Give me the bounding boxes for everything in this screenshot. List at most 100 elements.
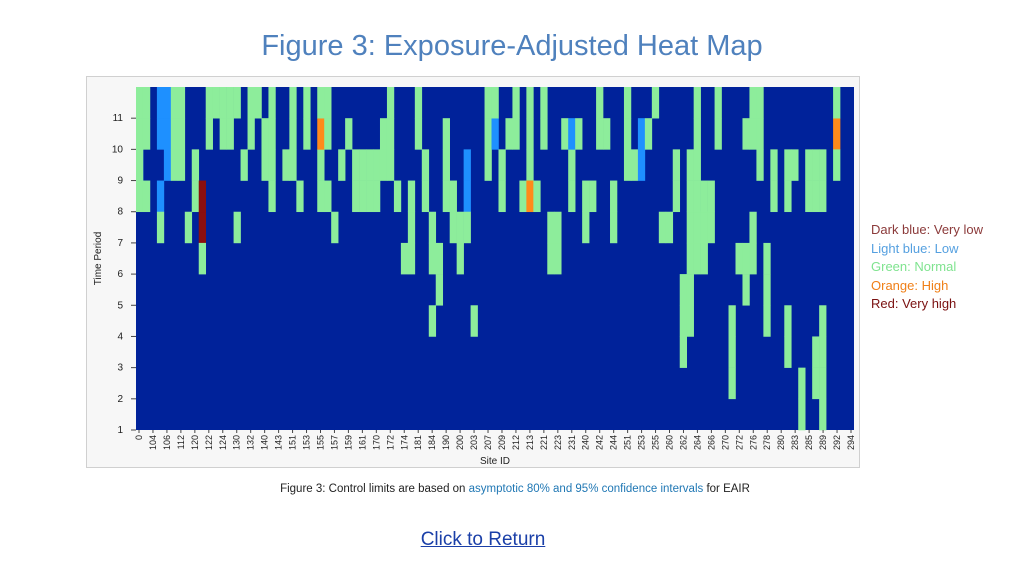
heatmap-cell bbox=[644, 118, 653, 150]
x-tick-label: 276 bbox=[748, 435, 758, 450]
x-tick-label: 242 bbox=[595, 435, 605, 450]
heatmap-cell bbox=[442, 180, 450, 213]
heatmap-cell bbox=[379, 149, 388, 181]
heatmap-cell bbox=[610, 180, 618, 213]
heatmap-cell bbox=[386, 149, 395, 181]
heatmap-cell bbox=[136, 149, 144, 181]
x-tick-label: 112 bbox=[176, 435, 186, 449]
heatmap-cell bbox=[533, 180, 541, 213]
heatmap-cell bbox=[442, 149, 450, 181]
heatmap-cell bbox=[373, 180, 381, 213]
x-tick-label: 190 bbox=[441, 435, 451, 450]
heatmap-cell bbox=[623, 87, 632, 119]
heatmap-cell bbox=[693, 180, 701, 213]
heatmap-cell bbox=[136, 180, 144, 213]
heatmap-cell bbox=[679, 274, 687, 306]
heatmap-cell bbox=[547, 211, 555, 244]
legend-item: Green: Normal bbox=[871, 259, 957, 274]
heatmap-cell bbox=[386, 87, 395, 119]
heatmap-cell bbox=[693, 242, 701, 275]
heatmap-cell bbox=[679, 336, 687, 368]
heatmap-cell bbox=[407, 180, 416, 213]
heatmap-cell bbox=[289, 118, 297, 150]
heatmap-cell bbox=[470, 305, 478, 337]
heatmap-cell bbox=[547, 242, 555, 275]
heatmap-cell bbox=[498, 180, 506, 213]
heatmap-cell bbox=[742, 118, 750, 150]
heatmap-cell bbox=[421, 180, 430, 213]
x-tick-label: 130 bbox=[232, 435, 242, 450]
heatmap-cell bbox=[812, 180, 820, 213]
heatmap-cell bbox=[352, 149, 360, 181]
y-tick-label: 8 bbox=[117, 207, 123, 218]
heatmap-cell bbox=[198, 180, 207, 213]
x-tick-label: 170 bbox=[371, 435, 381, 450]
heatmap-cell bbox=[651, 87, 660, 119]
heatmap-cell bbox=[261, 118, 269, 150]
heatmap-cell bbox=[177, 87, 186, 119]
y-tick-label: 5 bbox=[117, 300, 123, 311]
y-axis-title: Time Period bbox=[93, 232, 104, 286]
heatmap-cell bbox=[714, 87, 722, 119]
heatmap-cell bbox=[819, 336, 827, 368]
heatmap-cell bbox=[742, 242, 750, 275]
heatmap-cell bbox=[561, 118, 569, 150]
heatmap-cell bbox=[693, 118, 701, 150]
x-tick-label: 155 bbox=[315, 435, 325, 450]
heatmap-cell bbox=[686, 242, 694, 275]
heatmap-cell bbox=[428, 305, 437, 337]
x-tick-label: 159 bbox=[343, 435, 353, 450]
heatmap-cell bbox=[142, 118, 151, 150]
x-tick-label: 264 bbox=[692, 435, 702, 450]
heatmap-cell bbox=[623, 149, 632, 181]
y-tick-label: 9 bbox=[117, 176, 123, 187]
heatmap-cell bbox=[819, 305, 827, 337]
heatmap-cell bbox=[379, 118, 388, 150]
x-tick-label: 161 bbox=[357, 435, 367, 450]
heatmap-cell bbox=[812, 336, 820, 368]
heatmap-cell bbox=[665, 211, 674, 244]
heatmap-cell bbox=[191, 149, 200, 181]
heatmap-cell bbox=[700, 242, 708, 275]
heatmap-cell bbox=[728, 367, 736, 400]
heatmap-cell bbox=[226, 118, 234, 150]
heatmap-cell bbox=[554, 211, 562, 244]
heatmap-cell bbox=[177, 118, 186, 150]
heatmap-cell bbox=[686, 211, 694, 244]
heatmap-cell bbox=[456, 211, 464, 244]
heatmap-cell bbox=[170, 118, 179, 150]
heatmap-cell bbox=[142, 180, 151, 213]
heatmap-cell bbox=[540, 118, 548, 150]
x-tick-label: 255 bbox=[651, 435, 661, 450]
heatmap-cell bbox=[798, 398, 806, 431]
return-link[interactable]: Click to Return bbox=[420, 529, 546, 550]
caption-link[interactable]: asymptotic 80% and 95% confidence interv… bbox=[468, 483, 704, 495]
heatmap-cell bbox=[833, 149, 841, 181]
heatmap-cell bbox=[352, 180, 360, 213]
heatmap-cell bbox=[672, 180, 681, 213]
heatmap-cell bbox=[219, 87, 227, 119]
heatmap-cell bbox=[763, 274, 771, 306]
heatmap-cell bbox=[770, 180, 778, 213]
heatmap-cell bbox=[637, 149, 646, 181]
heatmap-cell bbox=[136, 118, 144, 150]
heatmap-cell bbox=[735, 242, 743, 275]
x-tick-label: 157 bbox=[329, 435, 339, 450]
heatmap-cell bbox=[261, 149, 269, 181]
heatmap-cell bbox=[582, 180, 590, 213]
heatmap-cell bbox=[254, 87, 262, 119]
heatmap-cell bbox=[589, 180, 597, 213]
heatmap-cell bbox=[359, 180, 367, 213]
heatmap-cell bbox=[484, 149, 492, 181]
heatmap-cell bbox=[219, 118, 227, 150]
x-tick-label: 124 bbox=[218, 435, 228, 450]
heatmap-cell bbox=[317, 118, 325, 150]
heatmap-cell bbox=[686, 149, 694, 181]
heatmap-cell bbox=[749, 87, 757, 119]
x-tick-label: 151 bbox=[288, 435, 298, 450]
heatmap-cell bbox=[303, 118, 311, 150]
heatmap-cell bbox=[819, 149, 827, 181]
heatmap-cell bbox=[686, 305, 694, 337]
heatmap-cell bbox=[198, 242, 207, 275]
heatmap-cell bbox=[407, 211, 416, 244]
